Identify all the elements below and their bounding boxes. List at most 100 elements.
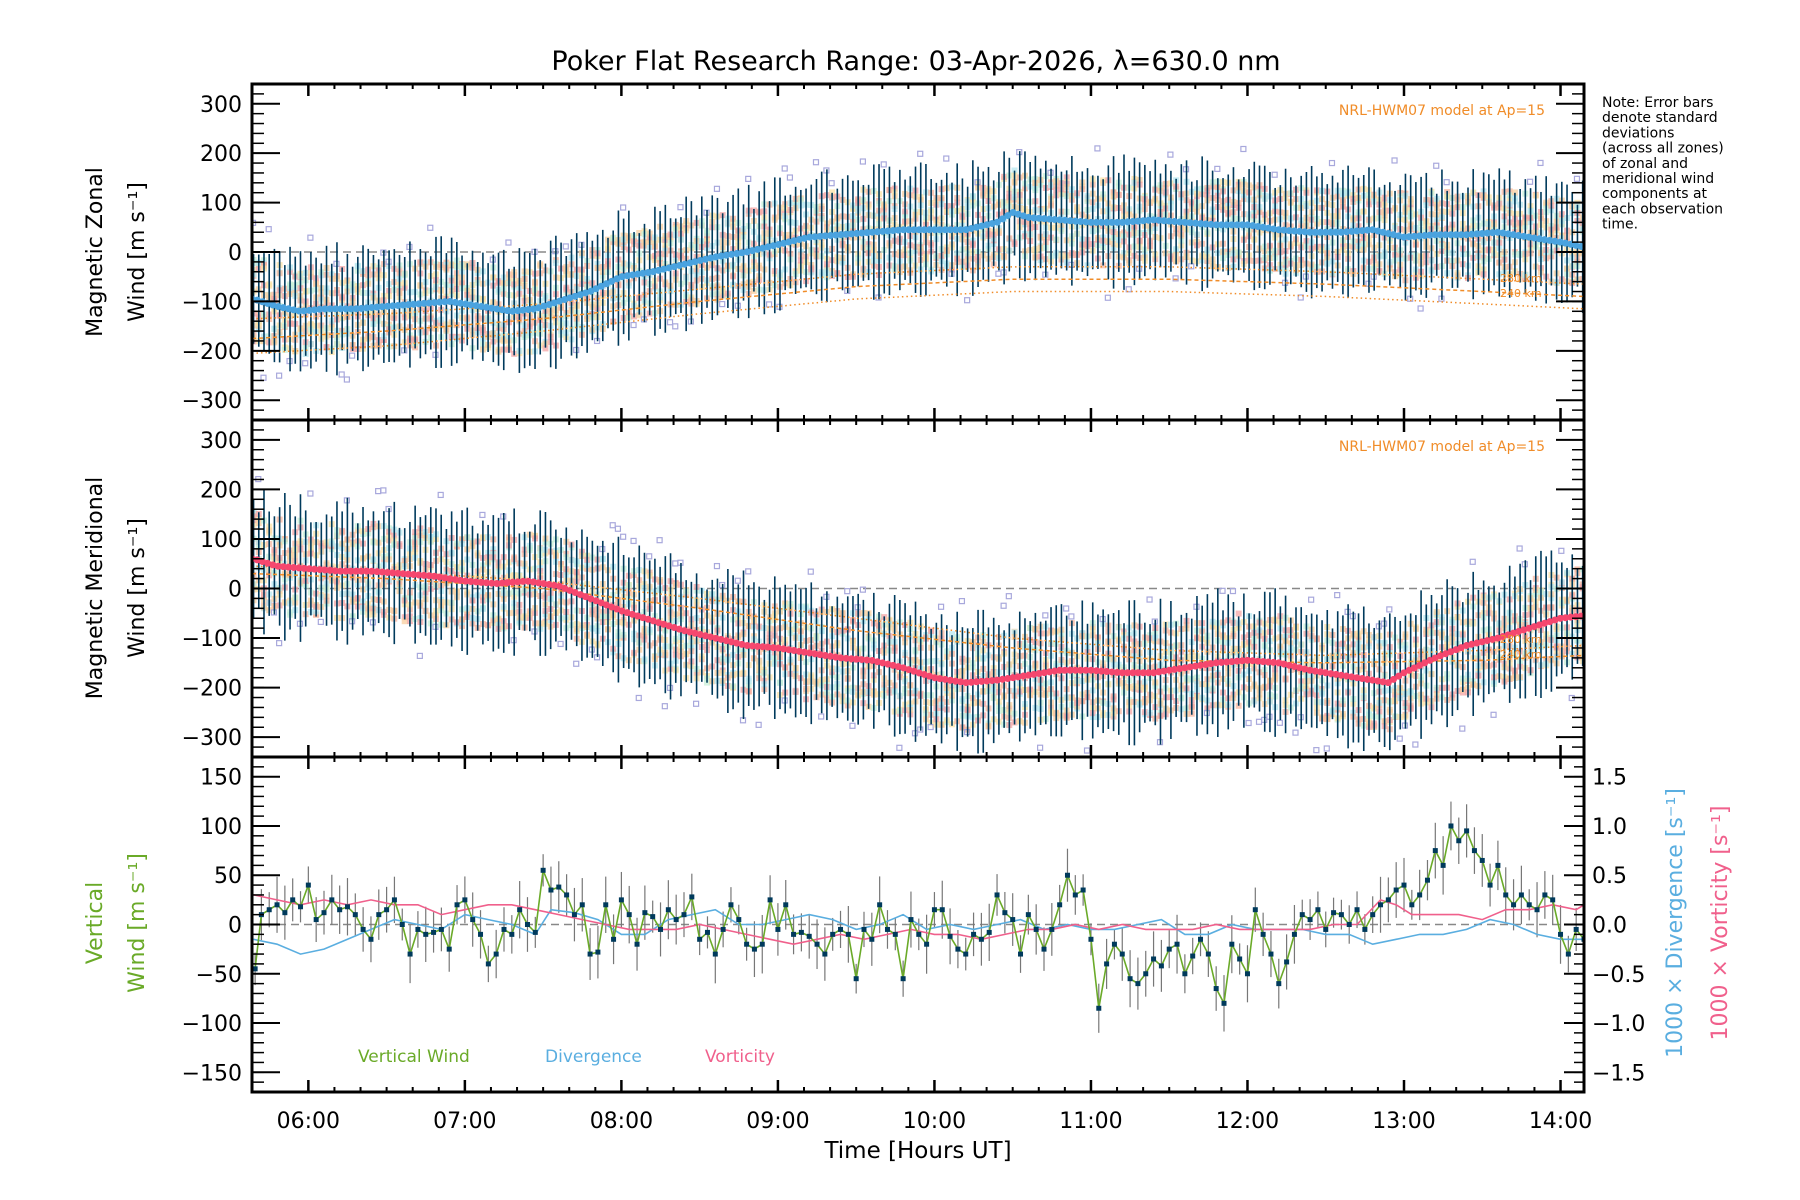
mean-point [993,218,1001,226]
mean-point [1030,214,1038,222]
mean-point [1301,228,1309,236]
mean-point [962,226,970,234]
outlier-sample [1573,175,1581,182]
mean-point [1452,231,1460,239]
mean-point [999,215,1007,223]
mean-point [1468,230,1476,238]
y-tick-label: −200 [182,340,242,365]
mean-point [1202,220,1210,228]
y-tick-label: −100 [182,290,242,315]
mean-point [665,264,673,272]
mean-point [1217,221,1225,229]
mean-point [1040,215,1048,223]
mean-point [477,302,485,310]
mean-point [1155,216,1163,224]
mean-point [1541,236,1549,244]
outlier-sample [620,204,627,211]
mean-point [920,226,928,234]
outlier-sample [343,376,350,383]
mean-point [1363,226,1371,234]
mean-point [284,305,292,313]
mean-point [873,228,881,236]
mean-point [983,221,991,229]
mean-point [1139,217,1147,225]
mean-point [592,285,600,293]
outlier-sample [505,239,512,246]
mean-point [1509,231,1517,239]
mean-point [290,306,298,314]
mean-point [295,307,303,315]
mean-point [597,282,605,290]
mean-point [738,249,746,257]
outlier-sample [1433,162,1440,169]
mean-point [373,303,381,311]
mean-point [1483,229,1491,237]
mean-point [1322,228,1330,236]
outlier-sample [943,155,950,162]
mean-point [978,222,986,230]
outlier-sample [307,234,314,241]
mean-point [1525,233,1533,241]
mean-point [1551,237,1559,245]
mean-point [326,305,334,313]
mean-point [503,307,511,315]
y-tick-label: 300 [200,93,242,118]
mean-point [628,271,636,279]
mean-point [446,298,454,306]
mean-point [701,255,709,263]
model-altitude-label: 280 km [1500,272,1542,285]
mean-point [519,306,527,314]
mean-point [1025,213,1033,221]
zone-sample [1579,250,1584,257]
mean-point [483,303,491,311]
mean-point [1462,231,1470,239]
mean-point [1556,238,1564,246]
mean-point [1249,222,1257,230]
mean-point [456,299,464,307]
mean-point [811,233,819,241]
mean-point [1051,215,1059,223]
mean-point [915,226,923,234]
mean-point [357,304,365,312]
mean-point [368,304,376,312]
outlier-sample [479,511,486,519]
mean-point [1223,221,1231,229]
mean-point [394,301,402,309]
mean-point [649,268,657,276]
mean-point [1337,228,1345,236]
mean-point [488,304,496,312]
mean-point [722,251,730,259]
outlier-sample [781,165,788,172]
mean-point [717,252,725,260]
mean-point [644,268,652,276]
mean-point [1191,219,1199,227]
mean-point [1061,216,1069,224]
mean-point [1270,225,1278,233]
outlier-sample [630,321,637,329]
mean-point [1098,218,1106,226]
zonal-panel: NRL-HWM07 model at Ap=15 280 km 240 km 300 2… [182,82,1586,422]
mean-point [837,231,845,239]
mean-point [1056,216,1064,224]
mean-point [894,226,902,234]
mean-point [404,301,412,309]
mean-point [889,227,897,235]
mean-point [748,247,756,255]
mean-point [493,305,501,313]
mean-point [1244,221,1252,229]
mean-point [1045,215,1053,223]
mean-point [1150,216,1158,224]
mean-point [1520,232,1528,240]
mean-point [498,306,506,314]
mean-point [363,304,371,312]
mean-point [1473,230,1481,238]
outlier-sample [786,174,794,181]
mean-point [780,239,788,247]
outlier-sample [1240,145,1247,153]
mean-point [618,273,626,281]
mean-point [941,226,949,234]
mean-point [967,224,975,232]
mean-point [1171,218,1179,226]
model-label: NRL-HWM07 model at Ap=15 [1339,103,1545,119]
